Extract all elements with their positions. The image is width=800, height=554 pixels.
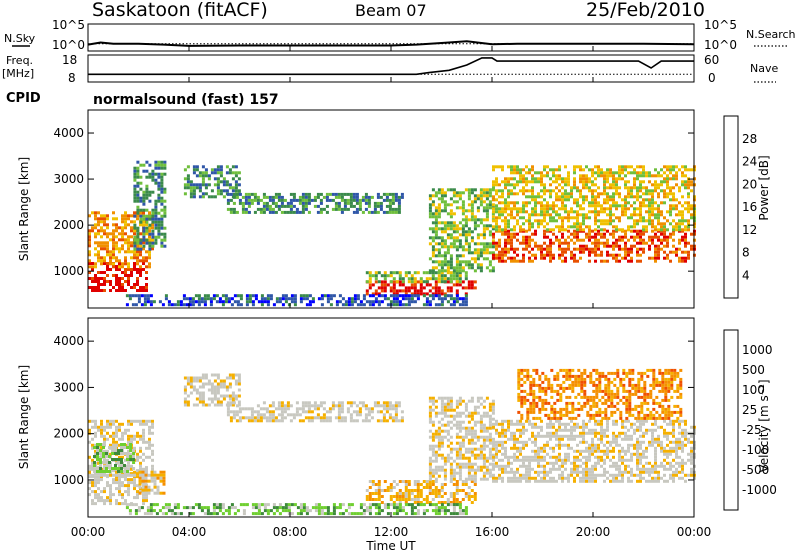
power-cbar-tick-4: 20 — [742, 177, 757, 191]
velocity-cbar-tick-6: 500 — [742, 363, 765, 377]
velocity-region-5 — [226, 401, 404, 423]
power-ytick-label-1: 2000 — [53, 218, 84, 232]
velocity-ytick-label-0: 1000 — [53, 473, 84, 487]
power-region-7 — [428, 188, 495, 273]
power-ylabel: Slant Range [km] — [17, 157, 31, 261]
xtick-label-0: 00:00 — [71, 525, 106, 539]
velocity-panel: 1000 2000 3000 4000 Slant Range [km] -1000 -… — [17, 317, 777, 518]
noise-tick-low-right: 10^0 — [704, 38, 737, 52]
velocity-region-9 — [517, 368, 683, 420]
xtick-label-5: 20:00 — [576, 525, 611, 539]
xtick-label-3: 12:00 — [374, 525, 409, 539]
freq-tick-high: 18 — [62, 53, 77, 67]
power-cbar-tick-5: 24 — [742, 155, 757, 169]
power-cbar-tick-2: 12 — [742, 223, 757, 237]
velocity-region-3 — [93, 443, 136, 473]
nave-tick-low: 0 — [708, 71, 716, 85]
velocity-region-8 — [492, 419, 696, 483]
velocity-ytick-label-1: 2000 — [53, 427, 84, 441]
velocity-ylabel: Slant Range [km] — [17, 365, 31, 469]
xtick-label-1: 04:00 — [172, 525, 207, 539]
velocity-ytick-label-2: 3000 — [53, 380, 84, 394]
power-cbar-label: Power [dB] — [757, 155, 771, 220]
cpid-value: normalsound (fast) 157 — [93, 92, 279, 108]
freq-unit-label: [MHz] — [2, 67, 34, 80]
power-region-10 — [125, 294, 468, 307]
noise-tick-high-right: 10^5 — [704, 18, 737, 32]
velocity-region-2 — [138, 470, 166, 495]
power-panel: 1000 2000 3000 4000 Slant Range [km] 4 8 12 16… — [17, 109, 771, 309]
date-label: 25/Feb/2010 — [586, 0, 705, 21]
power-cbar-tick-6: 28 — [742, 132, 757, 146]
power-cbar-tick-3: 16 — [742, 200, 757, 214]
freq-panel: Freq. [MHz] 18 8 60 0 Nave — [2, 53, 778, 85]
freq-tick-low: 8 — [68, 71, 76, 85]
power-ytick-label-3: 4000 — [53, 126, 84, 140]
xaxis-label: Time UT — [365, 539, 416, 553]
velocity-cbar-tick-2: -100 — [742, 443, 769, 457]
velocity-cbar-tick-0: -1000 — [742, 483, 777, 497]
noise-tick-low: 10^0 — [52, 38, 85, 52]
velocity-cbar-tick-1: -500 — [742, 463, 769, 477]
power-ytick-label-2: 3000 — [53, 172, 84, 186]
nsky-label: N.Sky — [4, 32, 36, 45]
nave-label: Nave — [750, 62, 778, 75]
velocity-cbar-tick-5: 100 — [742, 383, 765, 397]
noise-panel: N.Sky 10^5 10^0 10^5 10^0 N.Search — [4, 18, 796, 52]
cpid-label: CPID — [6, 91, 41, 106]
noise-tick-high: 10^5 — [52, 18, 85, 32]
velocity-ytick-label-3: 4000 — [53, 334, 84, 348]
power-region-4 — [226, 192, 404, 214]
power-region-8 — [492, 229, 696, 263]
velocity-cbar-tick-7: 1000 — [742, 343, 773, 357]
nave-tick-high: 60 — [704, 53, 719, 67]
xtick-label-4: 16:00 — [475, 525, 510, 539]
velocity-cbar-tick-4: 25 — [742, 403, 757, 417]
xtick-label-2: 08:00 — [273, 525, 308, 539]
power-region-2 — [133, 160, 167, 251]
velocity-cbar-tick-3: -25 — [742, 423, 762, 437]
power-region-9 — [492, 165, 696, 232]
freq-label: Freq. — [6, 54, 33, 67]
power-ytick-label-0: 1000 — [53, 264, 84, 278]
station-title: Saskatoon (fitACF) — [92, 0, 268, 21]
freq-series — [88, 57, 694, 76]
velocity-region-6 — [365, 480, 477, 504]
velocity-cbar-label: Velocity [m s⁻¹] — [757, 379, 771, 472]
xtick-label-6: 00:00 — [677, 525, 712, 539]
power-cbar-tick-0: 4 — [742, 268, 750, 282]
power-region-5 — [365, 280, 477, 296]
beam-label: Beam 07 — [355, 1, 427, 20]
nsearch-label: N.Search — [746, 28, 796, 41]
velocity-region-10 — [125, 503, 468, 516]
power-region-6 — [365, 271, 468, 284]
velocity-region-7 — [428, 396, 495, 481]
power-cbar-tick-1: 8 — [742, 246, 750, 260]
